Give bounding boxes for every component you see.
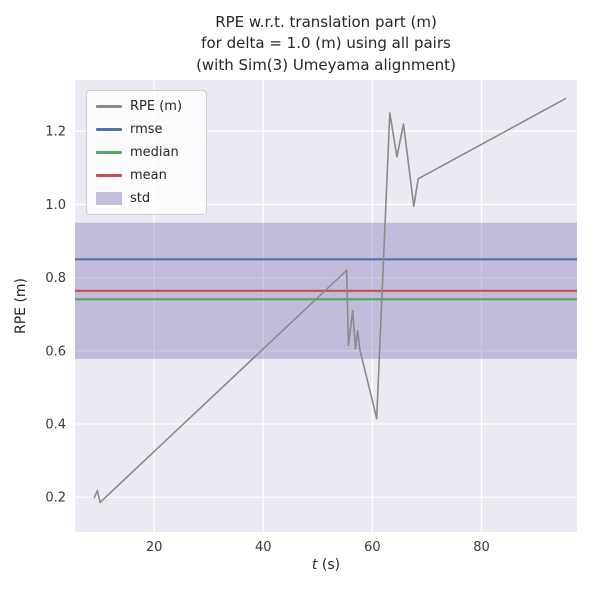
legend-label: median: [130, 145, 179, 160]
legend: RPE (m) rmse median mean std: [86, 90, 207, 215]
y-tick-label: 0.4: [45, 418, 66, 433]
legend-item-mean: mean: [96, 167, 194, 184]
y-axis-label: RPE (m): [13, 277, 29, 335]
y-tick-label: 1.2: [45, 125, 66, 140]
legend-item-median: median: [96, 144, 194, 161]
legend-patch-swatch: [96, 192, 122, 205]
x-axis-label-var: t: [311, 557, 318, 573]
rpe-series-line: [93, 97, 567, 504]
x-tick-label: 20: [146, 540, 163, 555]
legend-line-swatch: [96, 105, 122, 108]
legend-item-rmse: rmse: [96, 121, 194, 138]
legend-label: mean: [130, 168, 167, 183]
x-axis-label-unit: (s): [317, 557, 341, 573]
legend-label: RPE (m): [130, 99, 183, 114]
legend-line-swatch: [96, 128, 122, 131]
y-tick-label: 0.6: [45, 344, 66, 359]
x-tick-label: 80: [473, 540, 490, 555]
y-tick-label: 0.2: [45, 491, 66, 506]
legend-item-std: std: [96, 190, 194, 207]
legend-label: std: [130, 191, 151, 206]
x-axis-label: t (s): [312, 557, 340, 573]
x-tick-label: 60: [364, 540, 381, 555]
y-tick-label: 1.0: [45, 198, 66, 213]
y-tick-label: 0.8: [45, 271, 66, 286]
x-tick-label: 40: [255, 540, 272, 555]
legend-line-swatch: [96, 174, 122, 177]
legend-item-rpe-m: RPE (m): [96, 98, 194, 115]
chart-title: RPE w.r.t. translation part (m) for delt…: [196, 13, 456, 74]
legend-label: rmse: [130, 122, 163, 137]
legend-line-swatch: [96, 151, 122, 154]
